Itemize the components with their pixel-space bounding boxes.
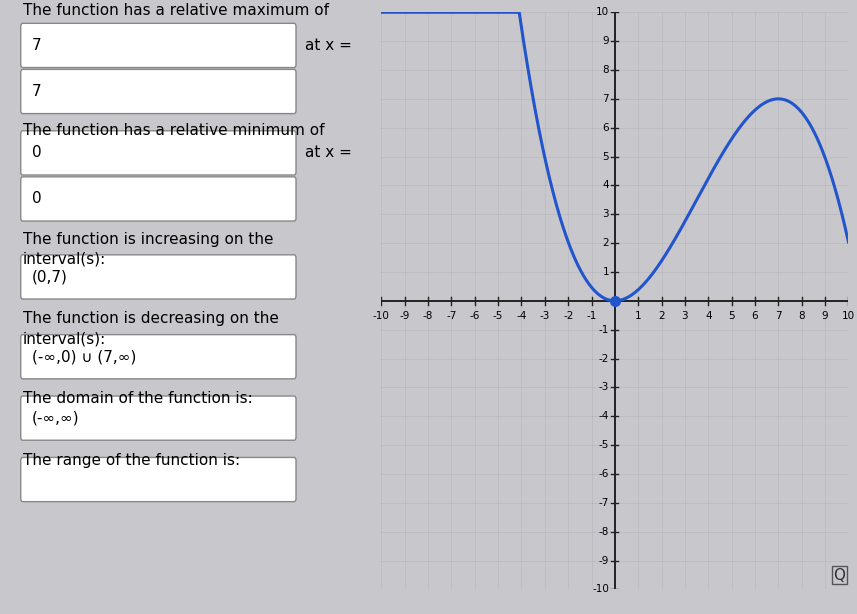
Text: 1: 1 — [602, 267, 609, 277]
FancyBboxPatch shape — [21, 69, 296, 114]
Text: Q: Q — [833, 567, 845, 583]
Text: -10: -10 — [592, 585, 609, 594]
Text: 6: 6 — [752, 311, 758, 321]
Text: 7: 7 — [775, 311, 782, 321]
Text: 7: 7 — [602, 94, 609, 104]
Text: 8: 8 — [799, 311, 805, 321]
Text: 2: 2 — [658, 311, 665, 321]
Text: 4: 4 — [602, 181, 609, 190]
FancyBboxPatch shape — [21, 396, 296, 440]
Text: The domain of the function is:: The domain of the function is: — [22, 391, 252, 406]
Text: 3: 3 — [681, 311, 688, 321]
FancyBboxPatch shape — [21, 131, 296, 175]
Text: -3: -3 — [599, 383, 609, 392]
Text: -4: -4 — [599, 411, 609, 421]
Text: -2: -2 — [599, 354, 609, 363]
Text: -7: -7 — [599, 498, 609, 508]
FancyBboxPatch shape — [21, 23, 296, 68]
Text: at x =: at x = — [305, 146, 352, 160]
Text: 4: 4 — [705, 311, 711, 321]
Text: -9: -9 — [399, 311, 410, 321]
Text: -8: -8 — [423, 311, 434, 321]
FancyBboxPatch shape — [21, 255, 296, 299]
Text: 9: 9 — [822, 311, 829, 321]
Text: 0: 0 — [32, 146, 42, 160]
Text: 8: 8 — [602, 65, 609, 75]
Text: 7: 7 — [32, 84, 42, 99]
Text: The range of the function is:: The range of the function is: — [22, 453, 240, 467]
Text: at x =: at x = — [305, 38, 352, 53]
FancyBboxPatch shape — [21, 177, 296, 221]
Text: (-∞,0) ∪ (7,∞): (-∞,0) ∪ (7,∞) — [32, 349, 136, 364]
Text: -4: -4 — [516, 311, 527, 321]
Text: The function has a relative minimum of: The function has a relative minimum of — [22, 123, 324, 138]
Text: 0: 0 — [32, 192, 42, 206]
Text: 2: 2 — [602, 238, 609, 248]
Text: 6: 6 — [602, 123, 609, 133]
Text: 7: 7 — [32, 38, 42, 53]
Text: -6: -6 — [470, 311, 480, 321]
Text: The function has a relative maximum of: The function has a relative maximum of — [22, 3, 328, 18]
FancyBboxPatch shape — [21, 335, 296, 379]
Text: -6: -6 — [599, 469, 609, 479]
Text: 1: 1 — [635, 311, 642, 321]
Text: (0,7): (0,7) — [32, 270, 68, 284]
Text: -10: -10 — [373, 311, 390, 321]
Text: -9: -9 — [599, 556, 609, 565]
Text: -5: -5 — [599, 440, 609, 450]
Text: -8: -8 — [599, 527, 609, 537]
Text: interval(s):: interval(s): — [22, 252, 106, 266]
Text: -7: -7 — [446, 311, 457, 321]
Text: -3: -3 — [540, 311, 550, 321]
Text: 9: 9 — [602, 36, 609, 46]
Text: -1: -1 — [586, 311, 596, 321]
Text: 5: 5 — [728, 311, 735, 321]
Text: -5: -5 — [493, 311, 503, 321]
Text: 5: 5 — [602, 152, 609, 161]
Text: 10: 10 — [842, 311, 855, 321]
Text: -1: -1 — [599, 325, 609, 335]
FancyBboxPatch shape — [21, 457, 296, 502]
Text: (-∞,∞): (-∞,∞) — [32, 411, 80, 426]
Text: The function is increasing on the: The function is increasing on the — [22, 232, 273, 247]
Text: -2: -2 — [563, 311, 573, 321]
Text: The function is decreasing on the: The function is decreasing on the — [22, 311, 279, 326]
Text: 3: 3 — [602, 209, 609, 219]
Text: 10: 10 — [596, 7, 609, 17]
Text: interval(s):: interval(s): — [22, 332, 106, 346]
